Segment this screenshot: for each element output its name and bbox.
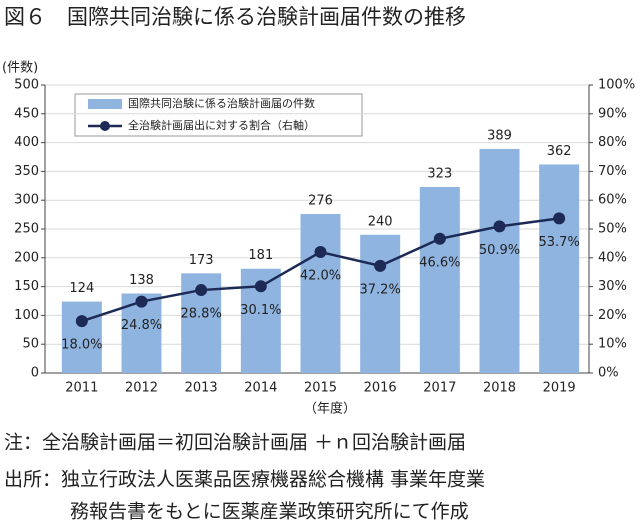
y2-tick-label: 0%	[598, 366, 619, 381]
line-marker	[553, 212, 566, 225]
y-tick-label: 450	[14, 106, 39, 121]
x-tick-label: 2018	[483, 381, 516, 396]
y2-tick-label: 90%	[598, 106, 627, 121]
bar-value-label: 362	[547, 144, 572, 159]
x-tick-label: 2016	[364, 381, 397, 396]
line-marker	[433, 232, 446, 245]
y-tick-label: 400	[14, 135, 39, 150]
line-value-label: 46.6%	[419, 255, 460, 270]
line-value-label: 28.8%	[181, 307, 222, 322]
line-marker	[135, 295, 148, 308]
y2-tick-label: 100%	[598, 78, 635, 93]
y2-tick-label: 80%	[598, 135, 627, 150]
bar	[61, 301, 102, 373]
y2-tick-label: 20%	[598, 308, 627, 323]
x-tick-label: 2013	[185, 381, 218, 396]
y-tick-label: 350	[14, 164, 39, 179]
x-tick-label: 2012	[125, 381, 158, 396]
y2-tick-label: 50%	[598, 222, 627, 237]
y-axis-title: (件数)	[2, 61, 38, 76]
bar	[419, 186, 460, 373]
y-tick-label: 100	[14, 308, 39, 323]
y2-tick-label: 10%	[598, 337, 627, 352]
x-tick-label: 2019	[543, 381, 576, 396]
bar	[300, 214, 341, 373]
source: 務報告書をもとに医薬産業政策研究所にて作成	[70, 501, 469, 523]
line-value-label: 18.0%	[61, 338, 102, 353]
bar	[539, 164, 580, 373]
chart-title: 図６ 国際共同治験に係る治験計画届件数の推移	[4, 5, 466, 29]
legend-label: 全治験計画届出に対する割合（右軸）	[128, 118, 315, 132]
line-marker	[75, 315, 88, 328]
line-marker	[314, 246, 327, 259]
x-tick-label: 2014	[244, 381, 277, 396]
y2-tick-label: 70%	[598, 164, 627, 179]
y-tick-label: 250	[14, 222, 39, 237]
y2-tick-label: 40%	[598, 250, 627, 265]
bar-value-label: 276	[308, 194, 333, 209]
bar-value-label: 124	[69, 281, 94, 296]
x-tick-label: 2017	[423, 381, 456, 396]
line-value-label: 50.9%	[479, 243, 520, 258]
legend-swatch	[100, 121, 110, 131]
x-axis-title: （年度）	[304, 401, 356, 417]
line-value-label: 24.8%	[121, 318, 162, 333]
y-tick-label: 0	[31, 366, 39, 381]
y-tick-label: 50	[22, 337, 39, 352]
source: 出所：独立行政法人医薬品医療機器総合機構 事業年度業	[4, 469, 485, 491]
line-marker	[254, 280, 267, 293]
line-value-label: 30.1%	[240, 303, 281, 318]
y-tick-label: 300	[14, 193, 39, 208]
y2-tick-label: 30%	[598, 279, 627, 294]
y-tick-label: 150	[14, 279, 39, 294]
bar-value-label: 323	[427, 166, 452, 181]
bar-value-label: 138	[129, 273, 154, 288]
line-value-label: 42.0%	[300, 269, 341, 284]
line-value-label: 53.7%	[539, 235, 580, 250]
bar-value-label: 173	[189, 253, 214, 268]
x-tick-label: 2015	[304, 381, 337, 396]
note: 注：全治験計画届＝初回治験計画届 ＋ｎ回治験計画届	[4, 432, 466, 454]
line-marker	[195, 284, 208, 297]
legend-box	[74, 93, 363, 137]
bar-value-label: 240	[368, 214, 393, 229]
legend-label: 国際共同治験に係る治験計画届の件数	[128, 96, 315, 110]
line-marker	[374, 259, 387, 272]
bar	[479, 148, 520, 373]
bar	[360, 234, 401, 373]
x-tick-label: 2011	[65, 381, 98, 396]
y-tick-label: 200	[14, 250, 39, 265]
line-marker	[493, 220, 506, 233]
line-value-label: 37.2%	[360, 282, 401, 297]
y-tick-label: 500	[14, 78, 39, 93]
y2-tick-label: 60%	[598, 193, 627, 208]
bar-value-label: 389	[487, 128, 512, 143]
bar-value-label: 181	[248, 248, 273, 263]
legend-swatch	[88, 99, 122, 109]
